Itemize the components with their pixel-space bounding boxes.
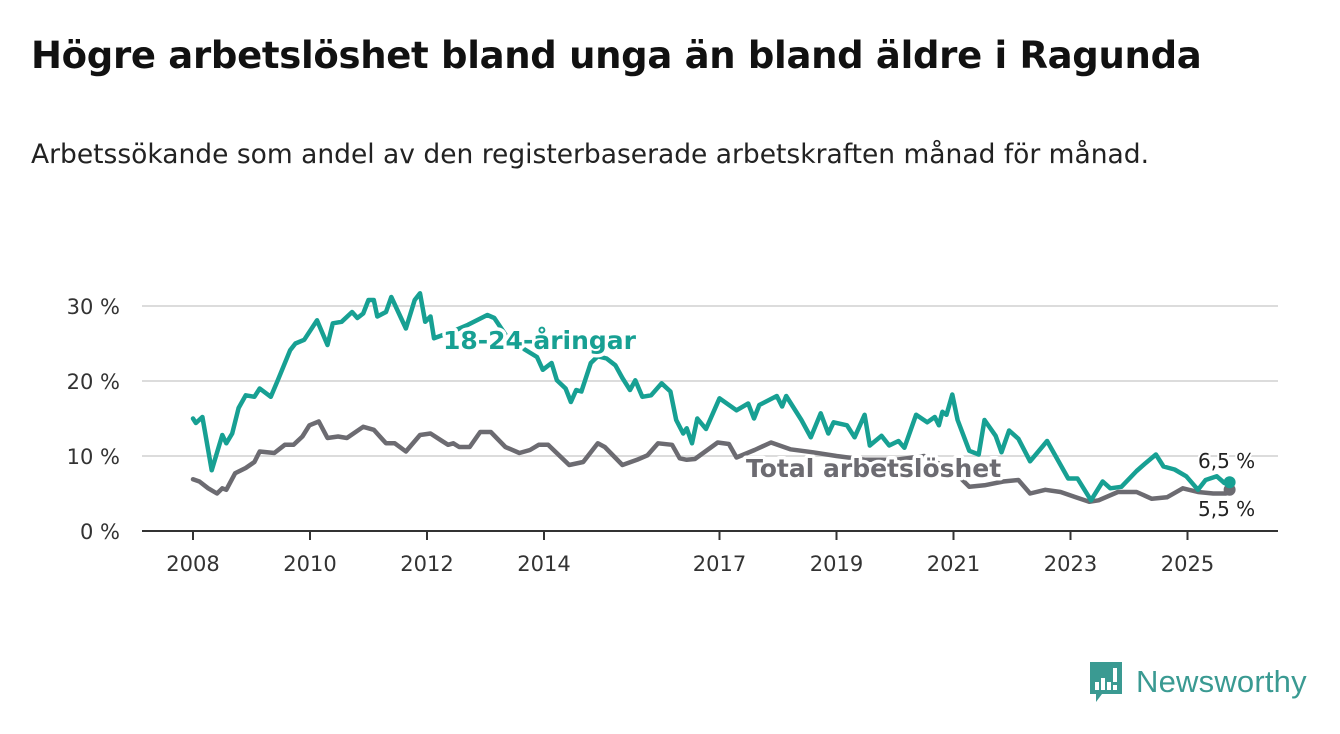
- series-label-total: Total arbetslöshet: [746, 454, 1001, 483]
- x-tick-label: 2010: [283, 552, 336, 576]
- end-point-youth: [1223, 476, 1236, 489]
- y-axis-ticks: 0 % 10 % 20 % 30 %: [67, 295, 120, 544]
- newsworthy-logo: Newsworthy: [1088, 660, 1307, 704]
- y-tick-label: 20 %: [67, 370, 120, 394]
- end-label-total: 5,5 %: [1198, 497, 1255, 521]
- end-label-youth: 6,5 %: [1198, 449, 1255, 473]
- y-tick-label: 30 %: [67, 295, 120, 319]
- y-tick-label: 0 %: [80, 520, 120, 544]
- x-tick-label: 2019: [810, 552, 863, 576]
- x-tick-label: 2014: [517, 552, 570, 576]
- brand-name: Newsworthy: [1136, 664, 1307, 699]
- x-tick-label: 2023: [1044, 552, 1097, 576]
- series-label-youth: 18-24-åringar: [443, 326, 637, 355]
- y-tick-label: 10 %: [67, 445, 120, 469]
- newsworthy-logo-icon: [1090, 662, 1122, 702]
- x-tick-label: 2008: [166, 552, 219, 576]
- chart-subtitle: Arbetssökande som andel av den registerb…: [31, 139, 1150, 170]
- x-tick-label: 2012: [400, 552, 453, 576]
- series-line-youth: [190, 291, 1232, 503]
- x-tick-label: 2017: [693, 552, 746, 576]
- series-line-total: [190, 419, 1232, 505]
- gridlines: [142, 305, 1278, 457]
- x-tick-label: 2025: [1161, 552, 1214, 576]
- chart-title: Högre arbetslöshet bland unga än bland ä…: [31, 34, 1202, 77]
- series-lines: [190, 291, 1236, 505]
- x-axis: 2008 2010 2012 2014 2017 2019 2021 2023 2025: [142, 530, 1278, 576]
- x-tick-label: 2021: [927, 552, 980, 576]
